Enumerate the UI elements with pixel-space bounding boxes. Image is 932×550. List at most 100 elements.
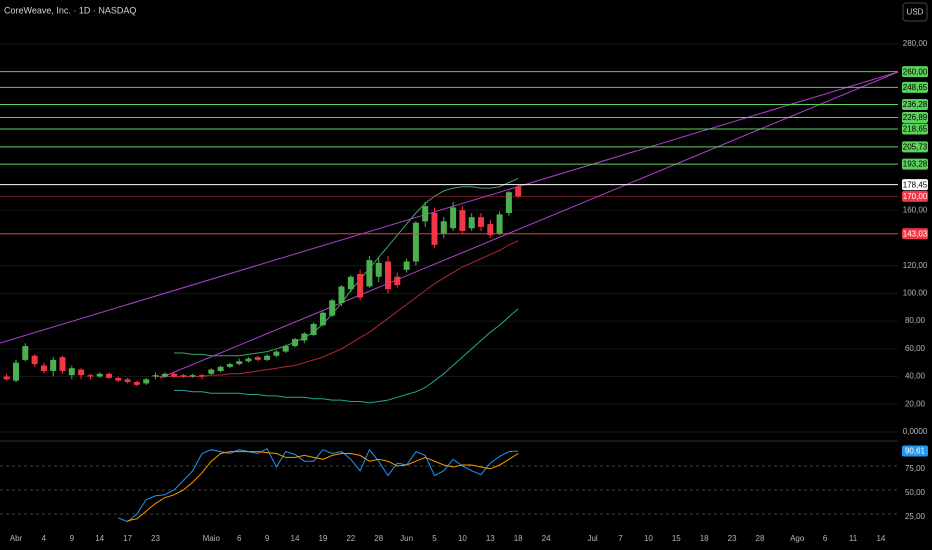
price-level-label: 143,03 (903, 229, 928, 238)
x-tick-label: Jul (587, 534, 597, 543)
x-tick-label: 11 (849, 534, 858, 543)
candle-body (366, 260, 373, 287)
candle-body (440, 221, 447, 234)
x-tick-label: Maio (203, 534, 221, 543)
price-level-box (902, 228, 928, 240)
candle-body (254, 357, 261, 360)
x-tick-label: 6 (823, 534, 828, 543)
candle-body (347, 276, 354, 290)
x-tick-label: 6 (237, 534, 242, 543)
x-tick-label: 23 (728, 534, 737, 543)
x-tick-label: 13 (486, 534, 495, 543)
candle-body (273, 351, 280, 356)
price-level-box (902, 141, 928, 153)
candle-body (40, 365, 47, 371)
price-level-label: 226,89 (903, 113, 928, 122)
x-tick-label: Ago (790, 534, 805, 543)
x-tick-label: 9 (265, 534, 270, 543)
candle-body (496, 214, 503, 234)
candle-body (412, 222, 419, 262)
candle-body (152, 375, 159, 377)
candle-body (385, 261, 391, 290)
price-level-label: 205,73 (903, 142, 928, 151)
price-level-box (902, 81, 928, 93)
x-tick-label: 22 (346, 534, 355, 543)
indicator-line (155, 240, 519, 377)
candle-body (208, 369, 215, 374)
candle-body (59, 357, 66, 371)
candle-body (282, 346, 289, 352)
y-tick-label: 25,00 (905, 512, 926, 521)
price-level-label: 260,00 (903, 67, 928, 76)
x-tick-label: 18 (700, 534, 709, 543)
candle-body (78, 369, 85, 376)
x-tick-label: 23 (151, 534, 160, 543)
candle-body (319, 312, 326, 326)
oscillator-line (127, 451, 519, 522)
candle-body (143, 379, 150, 384)
x-tick-label: 14 (876, 534, 885, 543)
price-level-box (902, 99, 928, 111)
candle-body (450, 207, 457, 229)
price-level-label: 170,00 (903, 192, 928, 201)
candle-body (180, 375, 187, 377)
candle-body (468, 217, 475, 229)
y-tick-label: 60,00 (905, 344, 926, 353)
price-level-box (902, 123, 928, 135)
candle-body (422, 206, 429, 222)
price-level-label: 236,28 (903, 100, 928, 109)
candle-body (68, 368, 75, 376)
price-level-label: 178,45 (903, 180, 928, 189)
x-tick-label: 10 (644, 534, 653, 543)
price-level-label: 218,65 (903, 125, 928, 134)
y-tick-label: 100,00 (903, 288, 928, 297)
x-tick-label: 9 (70, 534, 75, 543)
candle-body (310, 323, 317, 335)
candle-body (87, 375, 94, 377)
x-tick-label: 17 (123, 534, 132, 543)
candle-body (31, 355, 38, 365)
candle-body (292, 339, 298, 347)
y-tick-label: 80,00 (905, 316, 926, 325)
price-level-box (902, 158, 928, 170)
candle-body (106, 373, 112, 378)
candle-body (375, 262, 382, 277)
x-tick-label: Abr (10, 534, 23, 543)
trendline (0, 71, 899, 344)
price-level-box (902, 112, 928, 124)
candle-body (357, 273, 364, 298)
oscillator-line (118, 448, 519, 523)
candle-body (394, 276, 401, 286)
x-tick-label: 24 (542, 534, 551, 543)
candle-body (50, 359, 57, 371)
y-tick-label: 120,00 (903, 261, 928, 270)
candle-body (124, 379, 131, 383)
x-tick-label: 7 (618, 534, 623, 543)
candle-body (515, 186, 522, 197)
currency-label: USD (907, 8, 924, 17)
price-level-label: 248,65 (903, 83, 928, 92)
candle-body (478, 217, 484, 227)
currency-button[interactable] (902, 2, 928, 22)
x-tick-label: 18 (514, 534, 523, 543)
x-tick-label: 28 (374, 534, 383, 543)
candle-body (301, 333, 308, 341)
y-tick-label: 280,00 (903, 39, 928, 48)
x-tick-label: 14 (291, 534, 300, 543)
candle-body (245, 358, 252, 362)
candle-body (199, 375, 205, 377)
candle-body (189, 375, 196, 377)
candle-body (487, 224, 494, 236)
candle-body (338, 286, 345, 304)
indicator-line (174, 177, 519, 357)
y-tick-label: 50,00 (905, 488, 926, 497)
y-tick-label: 0,0000 (903, 427, 928, 436)
price-level-box (902, 190, 928, 202)
y-tick-label: 40,00 (905, 372, 926, 381)
candle-body (115, 377, 122, 381)
candle-body (3, 376, 10, 380)
x-tick-label: 4 (42, 534, 47, 543)
candle-body (226, 364, 233, 367)
